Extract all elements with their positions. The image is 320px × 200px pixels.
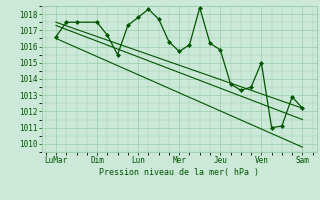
X-axis label: Pression niveau de la mer( hPa ): Pression niveau de la mer( hPa ): [99, 168, 259, 177]
